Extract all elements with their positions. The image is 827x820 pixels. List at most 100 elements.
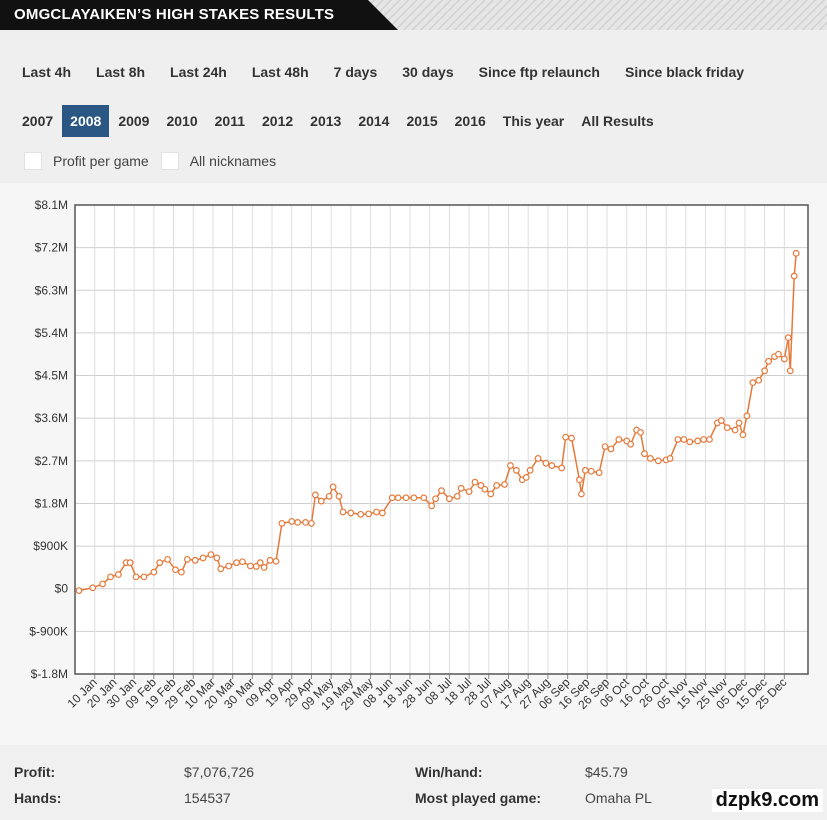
data-point — [150, 568, 158, 576]
data-point — [627, 440, 635, 448]
page-title: OMGCLAYAIKEN’S HIGH STAKES RESULTS — [14, 6, 335, 23]
data-point — [568, 434, 575, 442]
data-point — [637, 428, 644, 436]
header-bg — [0, 0, 827, 30]
y-tick-label: $900K — [33, 539, 68, 553]
year-link[interactable]: 2014 — [358, 113, 390, 129]
data-point — [694, 437, 702, 445]
data-point — [601, 443, 609, 451]
data-point — [749, 379, 757, 387]
data-point — [453, 492, 461, 500]
data-point — [294, 519, 302, 526]
data-point — [487, 490, 495, 498]
data-point — [493, 482, 501, 489]
data-point — [325, 492, 333, 500]
period-link[interactable]: Last 4h — [22, 64, 72, 80]
stat-label: Hands: — [14, 790, 62, 806]
year-link[interactable]: 2015 — [406, 113, 438, 129]
data-point — [717, 417, 725, 424]
data-point — [438, 487, 445, 495]
data-point — [548, 462, 556, 469]
y-tick-label: $1.8M — [35, 496, 68, 510]
chart-area: $-1.8M $-900K $0 $900K $1.8M $2.7M $3.6M $4.5M $… — [0, 183, 827, 745]
year-link[interactable]: 2016 — [454, 113, 486, 129]
data-point — [178, 568, 185, 576]
data-point — [731, 426, 739, 434]
data-point — [765, 357, 772, 365]
chart: $-1.8M $-900K $0 $900K $1.8M $2.7M $3.6M $4.5M $… — [29, 198, 809, 713]
y-tick-label: $-1.8M — [31, 667, 68, 681]
data-point — [394, 494, 402, 502]
checkboxes: Profit per game All nicknames — [24, 152, 288, 170]
data-point — [587, 467, 595, 475]
data-point — [706, 436, 713, 443]
year-link[interactable]: 2008 — [62, 105, 110, 137]
data-point — [558, 464, 566, 472]
period-link[interactable]: 7 days — [333, 64, 378, 80]
year-link[interactable]: 2012 — [262, 113, 294, 129]
data-point — [786, 367, 794, 375]
year-link[interactable]: 2009 — [118, 113, 150, 129]
period-link[interactable]: Since black friday — [624, 64, 745, 80]
data-point — [99, 580, 106, 588]
checkbox-label: Profit per game — [53, 153, 149, 169]
year-link[interactable]: 2010 — [166, 113, 198, 129]
data-point — [266, 556, 274, 564]
data-point — [581, 466, 589, 474]
data-point — [329, 483, 337, 491]
period-link[interactable]: Since ftp relaunch — [478, 64, 600, 80]
data-point — [432, 495, 439, 503]
data-point — [75, 587, 83, 595]
data-point — [646, 455, 654, 462]
data-point — [562, 433, 570, 441]
data-point — [755, 376, 763, 384]
year-link[interactable]: 2011 — [214, 113, 245, 129]
data-point — [256, 559, 264, 567]
year-link[interactable]: All Results — [581, 113, 654, 129]
data-point — [302, 519, 309, 526]
data-point — [239, 558, 246, 566]
data-point — [191, 556, 199, 564]
data-point — [445, 495, 453, 503]
data-point — [477, 482, 485, 489]
data-point — [700, 436, 707, 443]
period-link[interactable]: 30 days — [402, 64, 454, 80]
y-tick-label: $-900K — [29, 624, 68, 638]
data-point — [465, 488, 473, 496]
data-point — [792, 249, 800, 257]
checkbox[interactable] — [24, 152, 42, 170]
stats: Profit: $7,076,726 Win/hand: $45.79 Hands: 15… — [0, 748, 827, 820]
data-point — [723, 424, 731, 432]
data-point — [132, 573, 140, 581]
period-link[interactable]: Last 24h — [170, 64, 227, 80]
data-point — [199, 554, 207, 562]
data-point — [172, 566, 179, 574]
data-point — [365, 510, 372, 518]
period-link[interactable]: Last 8h — [96, 64, 146, 80]
year-link[interactable]: 2013 — [310, 113, 342, 129]
data-point — [578, 490, 585, 498]
year-link[interactable]: This year — [502, 113, 565, 129]
year-link[interactable]: 2007 — [22, 113, 54, 129]
data-point — [388, 494, 396, 502]
stat-value: 154537 — [184, 790, 231, 806]
data-point — [526, 466, 534, 474]
checkbox[interactable] — [160, 152, 179, 170]
data-point — [272, 557, 280, 565]
data-point — [790, 272, 798, 280]
data-point — [402, 494, 410, 502]
data-point — [339, 508, 347, 516]
data-point — [674, 436, 682, 443]
header: OMGCLAYAIKEN’S HIGH STAKES RESULTS — [0, 0, 827, 30]
data-point — [410, 494, 418, 502]
data-point — [428, 502, 436, 510]
data-point — [457, 484, 465, 492]
data-point — [743, 412, 751, 420]
data-point — [534, 455, 542, 462]
stat-label: Win/hand: — [415, 764, 483, 780]
data-point — [607, 445, 615, 453]
period-link[interactable]: Last 48h — [251, 64, 309, 80]
data-point — [183, 555, 191, 563]
data-point — [420, 494, 428, 502]
